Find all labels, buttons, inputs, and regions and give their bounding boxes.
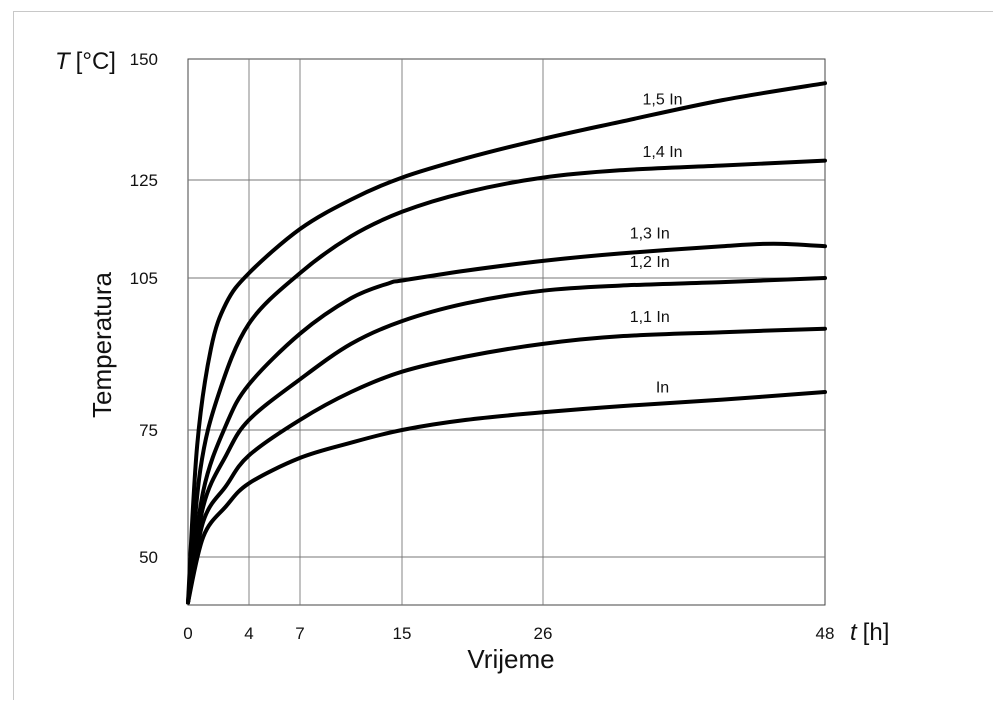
plot-area-border bbox=[187, 58, 826, 606]
y-tick-label: 75 bbox=[139, 421, 158, 440]
y-axis-unit: T [°C] bbox=[55, 48, 116, 75]
series-curve-1-1-in bbox=[186, 326, 827, 605]
x-axis-unit-text: [h] bbox=[863, 619, 890, 646]
y-tick-label: 125 bbox=[130, 171, 158, 190]
curves bbox=[186, 81, 827, 605]
series-curve-1-4-in bbox=[186, 158, 827, 605]
x-tick-label: 0 bbox=[183, 624, 192, 643]
y-axis-unit-text: [°C] bbox=[76, 48, 116, 75]
x-axis-symbol: t bbox=[850, 619, 858, 646]
series-labels: 1,5 In 1,4 In 1,3 In 1,2 In 1,1 In In bbox=[630, 91, 683, 396]
x-tick-label: 26 bbox=[534, 624, 553, 643]
series-curve-1-3-in bbox=[186, 241, 827, 605]
figure-frame bbox=[13, 11, 993, 700]
series-label-1-3-in: 1,3 In bbox=[630, 226, 670, 243]
series-label-1-2-in: 1,2 In bbox=[630, 254, 670, 271]
y-tick-label: 105 bbox=[130, 269, 158, 288]
y-tick-label: 50 bbox=[139, 548, 158, 567]
series-label-1-1-in: 1,1 In bbox=[630, 309, 670, 326]
series-curve-1-5-in bbox=[186, 81, 827, 605]
series-curve-1-2-in bbox=[186, 276, 827, 605]
y-axis-title: Temperatura bbox=[87, 271, 117, 417]
series-curve-in bbox=[186, 390, 827, 605]
y-tick-labels: 50 75 105 125 150 bbox=[130, 50, 158, 567]
y-axis-symbol: T bbox=[55, 48, 72, 75]
x-tick-labels: 0 4 7 15 26 48 bbox=[183, 624, 834, 643]
series-label-1-4-in: 1,4 In bbox=[643, 144, 683, 161]
x-tick-label: 15 bbox=[393, 624, 412, 643]
x-tick-label: 7 bbox=[295, 624, 304, 643]
grid bbox=[187, 58, 826, 606]
x-tick-label: 48 bbox=[816, 624, 835, 643]
x-axis-title: Vrijeme bbox=[467, 644, 554, 674]
series-label-in: In bbox=[656, 380, 669, 397]
series-label-1-5-in: 1,5 In bbox=[643, 91, 683, 108]
x-tick-label: 4 bbox=[244, 624, 253, 643]
y-tick-label: 150 bbox=[130, 50, 158, 69]
x-axis-unit: t [h] bbox=[850, 619, 889, 646]
